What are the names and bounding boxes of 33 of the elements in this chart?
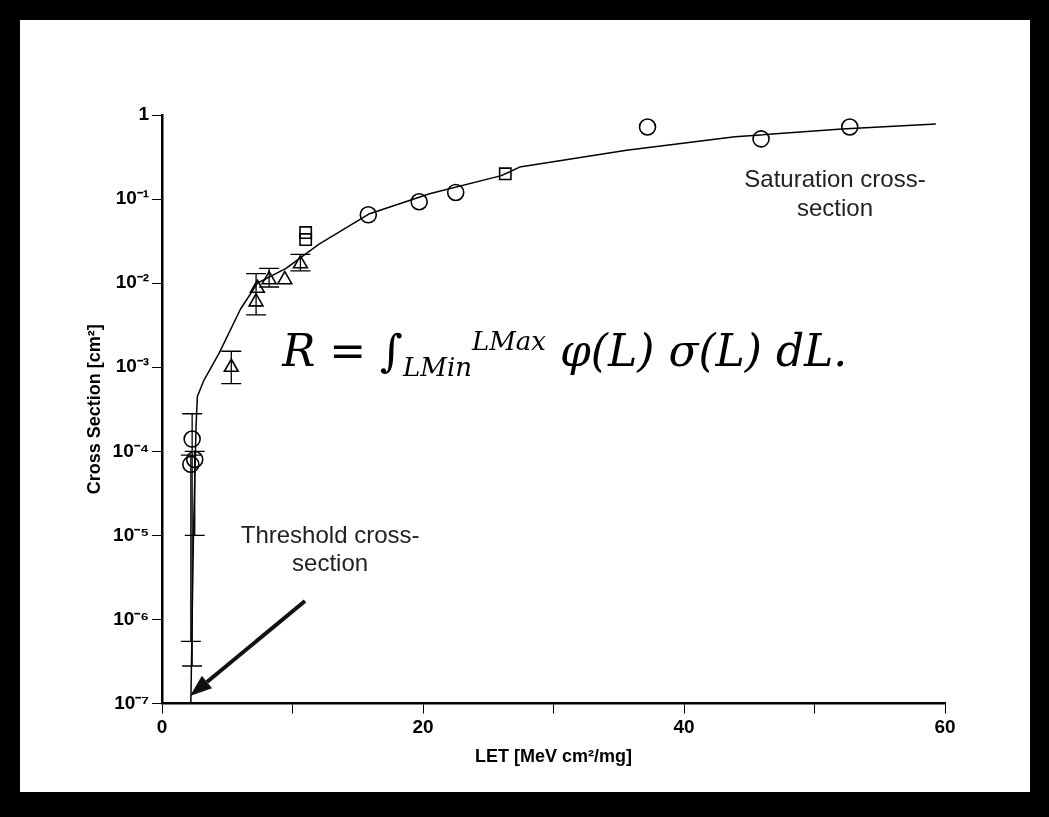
point bbox=[277, 270, 293, 285]
x-tick-label: 20 bbox=[412, 716, 434, 738]
point bbox=[410, 192, 428, 211]
y-tick-label: 10⁻⁷ bbox=[114, 691, 150, 713]
y-tick-label: 10⁻¹ bbox=[115, 187, 150, 209]
y-tick-label: 10⁻³ bbox=[115, 355, 150, 377]
point bbox=[185, 450, 204, 469]
point bbox=[446, 183, 465, 202]
point bbox=[638, 118, 657, 136]
y-tick-label: 10⁻⁵ bbox=[113, 523, 150, 545]
point bbox=[498, 167, 512, 181]
point bbox=[183, 430, 201, 448]
x-axis-title: LET [MeV cm²/mg] bbox=[475, 746, 633, 767]
x-tick-label: 0 bbox=[156, 716, 168, 738]
y-axis-title: Cross Section [cm²] bbox=[83, 324, 104, 495]
y-tick-label: 10⁻⁶ bbox=[113, 607, 150, 629]
point bbox=[840, 118, 859, 136]
point bbox=[299, 226, 313, 239]
y-tick-label: 10⁻⁴ bbox=[112, 439, 150, 461]
point bbox=[223, 358, 240, 373]
point bbox=[248, 293, 264, 307]
annotation: Threshold cross-section bbox=[239, 520, 421, 579]
y-tick-label: 1 bbox=[138, 103, 150, 125]
annotation: R = ∫$_{LMin}$$^{LMax}$ φ(L) σ(L) dL. bbox=[272, 295, 858, 412]
point bbox=[182, 455, 200, 474]
x-tick-label: 60 bbox=[934, 716, 956, 738]
point bbox=[752, 130, 770, 148]
x-tick-label: 40 bbox=[673, 716, 695, 738]
y-tick-label: 10⁻² bbox=[115, 271, 150, 293]
point bbox=[299, 233, 313, 247]
point bbox=[359, 206, 378, 224]
point bbox=[249, 279, 266, 294]
annotation: Saturation cross-section bbox=[743, 165, 927, 223]
